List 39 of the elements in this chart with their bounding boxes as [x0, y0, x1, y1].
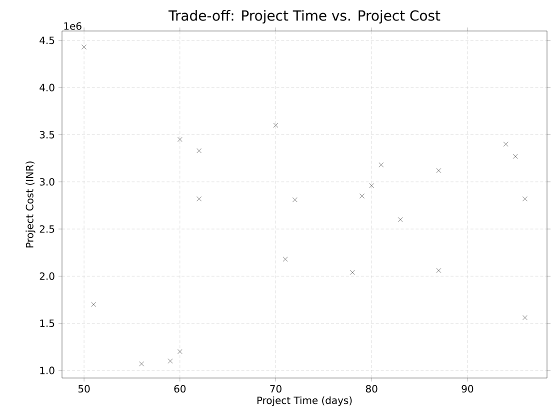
point [292, 197, 298, 202]
point [398, 217, 403, 222]
point [503, 142, 508, 147]
point [436, 168, 442, 174]
point [196, 196, 202, 202]
x-tick-label: 80 [366, 385, 378, 393]
point [196, 148, 202, 154]
y-tick-label: 4.5 [40, 36, 54, 44]
chart-title: Trade-off: Project Time vs. Project Cost [168, 10, 440, 24]
point [360, 194, 364, 198]
point [282, 256, 288, 262]
x-tick-label: 70 [270, 385, 282, 393]
point [369, 183, 374, 188]
point [168, 358, 173, 364]
point [177, 136, 182, 142]
y-tick-label: 3.0 [40, 178, 54, 186]
y-tick-label: 2.5 [40, 225, 54, 233]
point [350, 270, 355, 275]
y-tick-label: 4.0 [40, 84, 54, 92]
point [273, 122, 278, 128]
x-tick-label: 50 [78, 385, 90, 393]
point [82, 44, 87, 50]
y-tick-label: 1.0 [40, 366, 54, 374]
point [522, 196, 528, 202]
y-tick-label: 3.5 [40, 130, 54, 138]
point [91, 302, 96, 307]
y-tick-label: 2.0 [40, 272, 54, 280]
text: 1e6 [64, 22, 82, 30]
x-tick-label: 90 [462, 385, 474, 393]
x-axis-title: Project Time (days) [257, 396, 352, 406]
point [139, 361, 144, 366]
point [177, 349, 182, 354]
point [512, 154, 518, 159]
point [378, 162, 384, 168]
point [436, 268, 442, 273]
x-tick-label: 60 [174, 385, 186, 393]
y-axis-title: Project Cost (INR) [26, 162, 36, 248]
y-tick-label: 1.5 [40, 320, 54, 328]
point [522, 315, 528, 320]
